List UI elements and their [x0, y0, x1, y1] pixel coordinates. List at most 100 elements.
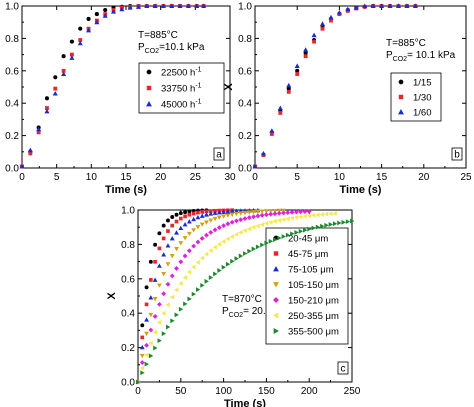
data-point [238, 253, 244, 259]
data-point [149, 278, 153, 282]
pressure-subscript: CO2 [393, 56, 408, 63]
data-point [169, 294, 175, 300]
data-point [182, 222, 188, 227]
data-point [251, 246, 256, 252]
data-point [234, 211, 239, 217]
data-point [255, 213, 261, 219]
data-point [144, 342, 149, 348]
data-point [395, 3, 401, 9]
data-point [94, 19, 100, 25]
pressure-annotation: PCO2= 10.1 kPa [386, 50, 456, 63]
data-point [166, 324, 171, 330]
data-point [277, 105, 283, 111]
data-point [230, 258, 235, 264]
data-point [148, 340, 153, 346]
data-point [303, 54, 308, 59]
pressure-symbol: P [222, 306, 229, 317]
x-tick-label: 200 [301, 386, 318, 397]
data-point [212, 210, 218, 215]
data-point [182, 275, 188, 280]
data-point [78, 38, 83, 42]
data-point [61, 71, 67, 77]
data-point [260, 150, 266, 156]
data-point [320, 223, 325, 229]
legend-label-superscript: -1 [195, 83, 201, 90]
data-point [272, 218, 277, 224]
data-point [195, 239, 201, 245]
x-tick-label: 20 [418, 172, 430, 183]
legend-label-text: 150-210 μm [288, 296, 339, 307]
legend-label-superscript: -1 [195, 67, 201, 74]
data-point [177, 3, 183, 9]
x-tick-label: 50 [175, 386, 187, 397]
data-point [281, 217, 286, 222]
data-point [217, 268, 222, 273]
x-tick-label: 5 [54, 172, 60, 183]
data-point [242, 216, 248, 221]
x-tick-label: 250 [344, 386, 361, 397]
data-point [306, 209, 312, 214]
data-point [187, 296, 192, 302]
data-point [200, 210, 205, 214]
pressure-symbol: P [138, 42, 145, 53]
data-point [238, 229, 243, 235]
data-point [170, 223, 175, 228]
x-tick-label: 15 [120, 172, 132, 183]
data-point [127, 5, 133, 10]
data-point [161, 291, 167, 297]
data-point [19, 163, 25, 169]
y-tick-label: 0.2 [5, 131, 19, 142]
pressure-annotation: PCO2=10.1 kPa [138, 42, 205, 55]
data-point [169, 254, 175, 259]
data-point [204, 209, 209, 214]
data-point [148, 295, 154, 300]
data-point [208, 229, 214, 235]
data-point [341, 219, 346, 225]
legend-label-text: 45000 h [161, 100, 195, 111]
temperature-annotation: T=885°C [138, 30, 178, 41]
data-point [195, 214, 201, 220]
pressure-value: = 10.1 kPa [407, 50, 456, 61]
data-point [148, 353, 154, 359]
data-point [336, 9, 342, 15]
data-point [191, 211, 196, 216]
data-point [165, 262, 171, 267]
data-point [195, 287, 201, 293]
data-point [247, 248, 252, 254]
data-point [169, 273, 175, 279]
x-tick-label: 10 [334, 172, 346, 183]
data-point [225, 209, 231, 214]
data-point [412, 3, 418, 9]
legend-marker [273, 266, 279, 272]
y-tick-label: 0.4 [5, 99, 19, 110]
data-point [293, 209, 299, 215]
data-point [294, 63, 300, 68]
data-point [298, 228, 304, 234]
data-point [156, 320, 162, 325]
data-point [53, 75, 58, 80]
legend-label-text: 250-355 μm [288, 311, 339, 322]
legend-label: 75-105 μm [288, 265, 334, 276]
data-point [53, 86, 58, 91]
data-point [170, 318, 175, 324]
data-point [337, 220, 342, 226]
data-point [302, 209, 308, 215]
panel-label: c [341, 364, 346, 375]
data-point [263, 209, 269, 214]
data-point [166, 218, 170, 223]
data-point [379, 3, 385, 9]
data-point [229, 208, 235, 214]
data-point [144, 361, 149, 367]
legend-marker [273, 282, 279, 288]
data-point [61, 54, 66, 59]
x-tick-label: 10 [86, 172, 98, 183]
data-point [191, 264, 196, 270]
data-point [387, 3, 393, 9]
data-point [119, 6, 125, 12]
data-point [255, 244, 261, 250]
legend-label-text: 1/30 [413, 93, 432, 104]
data-point [45, 106, 49, 110]
legend-label: 20-45 μm [288, 234, 328, 245]
data-point [161, 223, 166, 228]
